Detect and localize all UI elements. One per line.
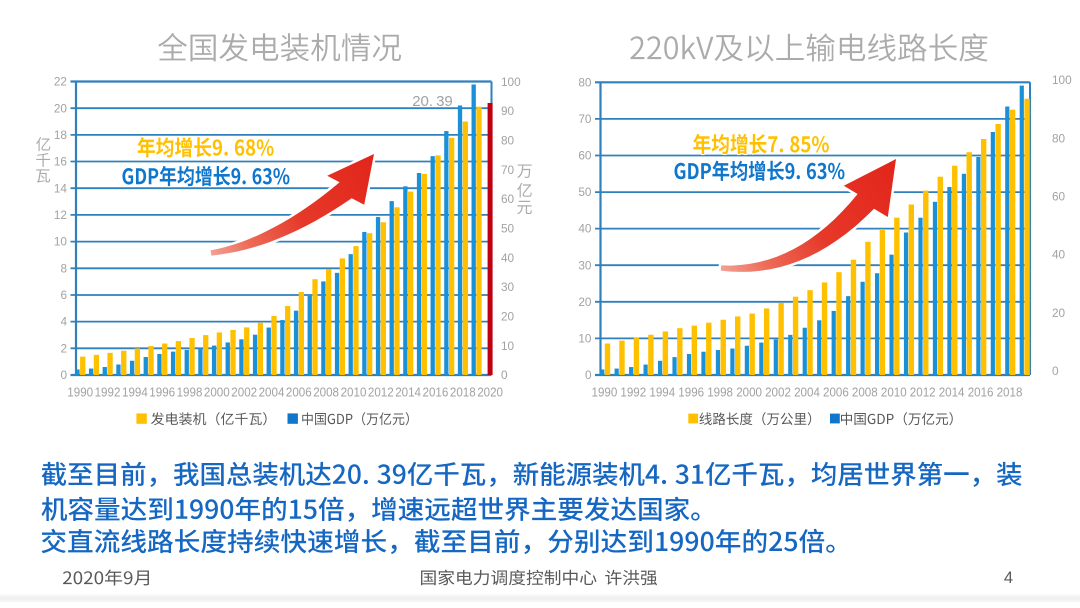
- svg-text:14: 14: [54, 181, 68, 195]
- svg-text:2004: 2004: [259, 385, 285, 400]
- svg-text:60: 60: [501, 192, 515, 206]
- svg-text:30: 30: [501, 280, 515, 294]
- svg-text:10: 10: [578, 332, 592, 346]
- svg-text:22: 22: [54, 75, 67, 89]
- svg-text:50: 50: [501, 222, 515, 236]
- svg-text:2018: 2018: [450, 385, 476, 400]
- svg-text:1998: 1998: [707, 385, 733, 400]
- svg-text:2000: 2000: [204, 385, 230, 400]
- svg-text:1992: 1992: [95, 385, 121, 400]
- svg-text:1998: 1998: [177, 385, 203, 400]
- svg-text:18: 18: [54, 128, 68, 142]
- svg-text:2004: 2004: [794, 385, 820, 400]
- svg-text:100: 100: [1052, 73, 1072, 87]
- svg-text:2006: 2006: [823, 385, 849, 400]
- svg-text:2006: 2006: [286, 385, 312, 400]
- svg-text:1994: 1994: [122, 385, 148, 400]
- svg-text:40: 40: [1052, 248, 1066, 262]
- svg-text:2018: 2018: [997, 385, 1023, 400]
- svg-text:0: 0: [1052, 364, 1059, 378]
- svg-text:40: 40: [501, 251, 515, 265]
- svg-text:1992: 1992: [620, 385, 646, 400]
- svg-text:40: 40: [578, 222, 592, 236]
- svg-text:2010: 2010: [341, 385, 367, 400]
- svg-text:2008: 2008: [852, 385, 878, 400]
- svg-text:2010: 2010: [881, 385, 907, 400]
- svg-text:100: 100: [501, 75, 521, 89]
- svg-text:2014: 2014: [939, 385, 965, 400]
- svg-text:2: 2: [60, 341, 67, 355]
- svg-text:4: 4: [1004, 569, 1013, 587]
- svg-text:30: 30: [578, 258, 592, 272]
- svg-text:1996: 1996: [678, 385, 704, 400]
- svg-text:70: 70: [578, 112, 592, 126]
- svg-text:2002: 2002: [231, 385, 257, 400]
- svg-text:20: 20: [1052, 306, 1066, 320]
- svg-text:90: 90: [501, 104, 515, 118]
- svg-text:70: 70: [501, 163, 515, 177]
- svg-text:16: 16: [54, 155, 68, 169]
- svg-text:12: 12: [54, 208, 67, 222]
- svg-text:20: 20: [578, 295, 592, 309]
- svg-text:20. 39: 20. 39: [412, 93, 453, 110]
- svg-text:2012: 2012: [368, 385, 394, 400]
- svg-text:2016: 2016: [423, 385, 449, 400]
- svg-text:0: 0: [60, 368, 67, 382]
- svg-text:0: 0: [501, 368, 508, 382]
- svg-text:20: 20: [501, 310, 515, 324]
- svg-text:8: 8: [60, 261, 67, 275]
- svg-text:60: 60: [578, 149, 592, 163]
- svg-text:1994: 1994: [649, 385, 675, 400]
- svg-text:2002: 2002: [765, 385, 791, 400]
- svg-text:2008: 2008: [313, 385, 339, 400]
- svg-text:80: 80: [578, 75, 592, 89]
- svg-text:60: 60: [1052, 190, 1066, 204]
- svg-text:10: 10: [501, 339, 515, 353]
- svg-text:2012: 2012: [910, 385, 936, 400]
- svg-text:1990: 1990: [592, 385, 618, 400]
- svg-text:2020: 2020: [477, 385, 503, 400]
- svg-text:80: 80: [501, 134, 515, 148]
- svg-text:6: 6: [60, 288, 67, 302]
- svg-text:50: 50: [578, 185, 592, 199]
- svg-text:0: 0: [585, 368, 592, 382]
- svg-text:4: 4: [60, 315, 67, 329]
- svg-text:1996: 1996: [149, 385, 175, 400]
- svg-text:20: 20: [54, 101, 68, 115]
- svg-text:1990: 1990: [67, 385, 93, 400]
- svg-text:10: 10: [54, 235, 68, 249]
- svg-text:2014: 2014: [395, 385, 421, 400]
- svg-text:2000: 2000: [736, 385, 762, 400]
- svg-text:2016: 2016: [968, 385, 994, 400]
- svg-text:80: 80: [1052, 131, 1066, 145]
